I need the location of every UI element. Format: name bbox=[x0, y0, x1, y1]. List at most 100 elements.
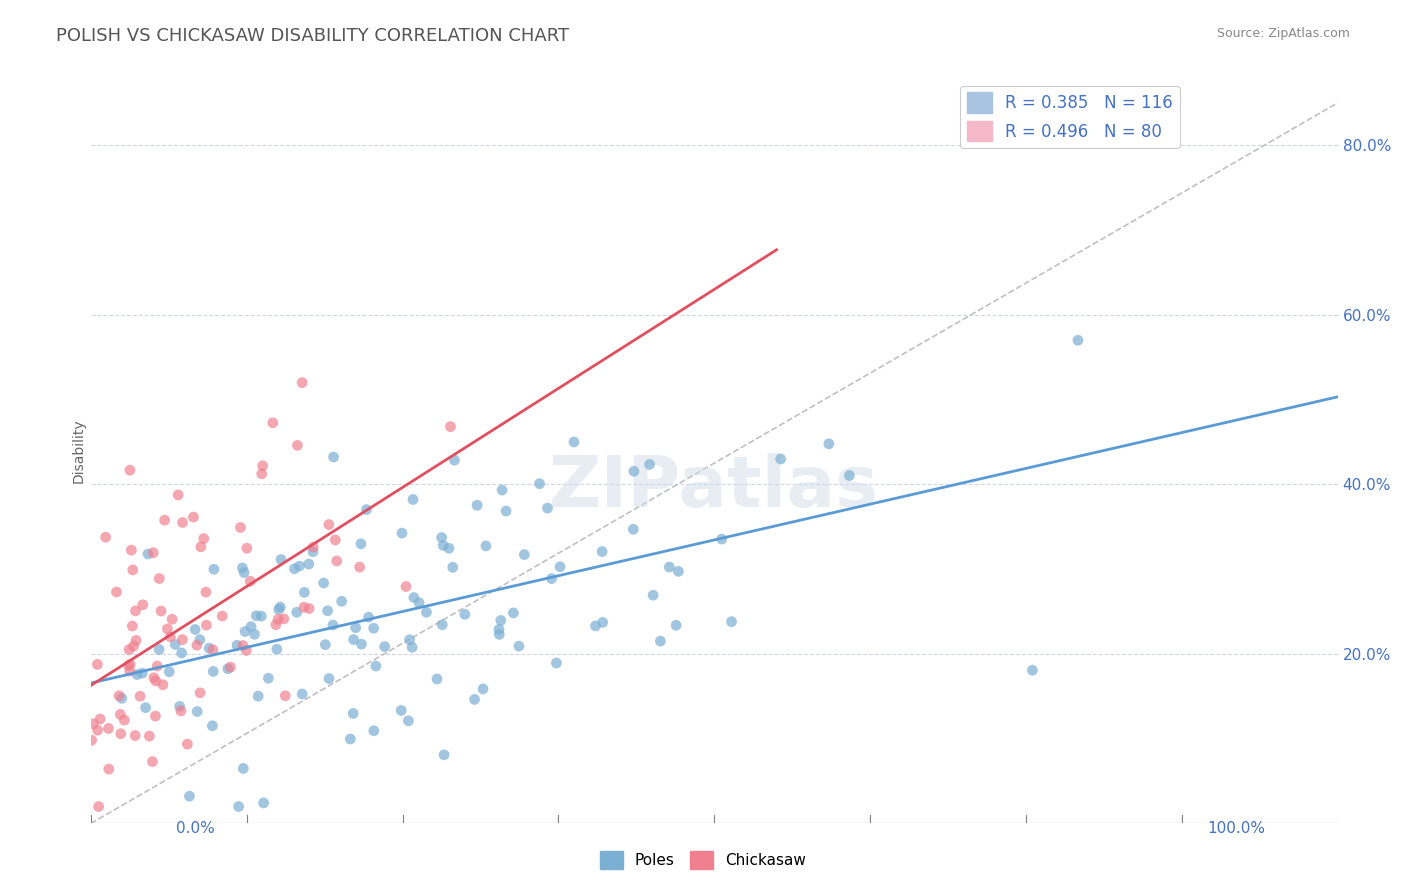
Point bbox=[548, 559, 571, 574]
Point bbox=[465, 498, 488, 512]
Point bbox=[141, 755, 163, 769]
Point bbox=[243, 627, 266, 641]
Point bbox=[433, 747, 456, 762]
Point bbox=[591, 544, 613, 558]
Point bbox=[396, 714, 419, 728]
Point bbox=[621, 522, 644, 536]
Point bbox=[475, 539, 498, 553]
Point bbox=[437, 541, 460, 556]
Point bbox=[170, 646, 193, 660]
Point bbox=[145, 709, 167, 723]
Point bbox=[121, 563, 143, 577]
Point bbox=[285, 605, 308, 619]
Point bbox=[172, 516, 194, 530]
Point bbox=[129, 690, 152, 704]
Point bbox=[239, 574, 262, 589]
Point bbox=[264, 617, 287, 632]
Point bbox=[142, 546, 165, 560]
Point bbox=[495, 504, 517, 518]
Point bbox=[322, 450, 344, 464]
Point bbox=[668, 565, 690, 579]
Point bbox=[415, 605, 437, 619]
Point bbox=[124, 729, 146, 743]
Point bbox=[430, 531, 453, 545]
Point bbox=[274, 689, 297, 703]
Point bbox=[121, 619, 143, 633]
Point bbox=[125, 633, 148, 648]
Point bbox=[357, 610, 380, 624]
Point bbox=[229, 520, 252, 534]
Point bbox=[623, 464, 645, 478]
Point bbox=[267, 612, 290, 626]
Point bbox=[540, 572, 562, 586]
Text: Source: ZipAtlas.com: Source: ZipAtlas.com bbox=[1216, 27, 1350, 40]
Point bbox=[89, 712, 111, 726]
Point bbox=[202, 665, 225, 679]
Point bbox=[122, 639, 145, 653]
Point bbox=[298, 557, 321, 571]
Point bbox=[157, 665, 180, 679]
Point bbox=[172, 632, 194, 647]
Point bbox=[402, 591, 425, 605]
Point bbox=[219, 660, 242, 674]
Point bbox=[201, 719, 224, 733]
Point bbox=[401, 640, 423, 655]
Text: 0.0%: 0.0% bbox=[176, 821, 215, 836]
Point bbox=[356, 502, 378, 516]
Point bbox=[363, 621, 385, 635]
Point bbox=[464, 692, 486, 706]
Point bbox=[105, 585, 128, 599]
Point bbox=[391, 526, 413, 541]
Point bbox=[302, 544, 325, 558]
Point bbox=[186, 638, 208, 652]
Point bbox=[1021, 663, 1043, 677]
Point bbox=[211, 609, 233, 624]
Point bbox=[489, 614, 512, 628]
Point bbox=[658, 560, 681, 574]
Point bbox=[292, 600, 315, 615]
Point bbox=[291, 376, 314, 390]
Point bbox=[316, 604, 339, 618]
Point bbox=[257, 671, 280, 685]
Point bbox=[148, 572, 170, 586]
Point bbox=[638, 458, 661, 472]
Text: ZIPatlas: ZIPatlas bbox=[550, 453, 879, 522]
Point bbox=[344, 621, 367, 635]
Point bbox=[236, 541, 259, 556]
Point bbox=[108, 689, 131, 703]
Point bbox=[1067, 333, 1090, 347]
Point bbox=[226, 638, 249, 652]
Point bbox=[118, 664, 141, 678]
Point bbox=[247, 689, 270, 703]
Point bbox=[283, 562, 305, 576]
Point bbox=[529, 476, 551, 491]
Point bbox=[232, 762, 254, 776]
Point bbox=[94, 530, 117, 544]
Point bbox=[262, 416, 284, 430]
Point bbox=[298, 601, 321, 615]
Point bbox=[408, 596, 430, 610]
Point bbox=[273, 612, 295, 626]
Point bbox=[312, 576, 335, 591]
Point bbox=[124, 604, 146, 618]
Point bbox=[838, 468, 860, 483]
Point bbox=[127, 667, 149, 681]
Point bbox=[592, 615, 614, 630]
Point bbox=[233, 566, 256, 580]
Point bbox=[145, 673, 167, 688]
Point bbox=[585, 619, 607, 633]
Point bbox=[97, 722, 120, 736]
Point bbox=[252, 796, 274, 810]
Point bbox=[228, 799, 250, 814]
Point bbox=[202, 562, 225, 576]
Point bbox=[288, 559, 311, 574]
Point bbox=[720, 615, 742, 629]
Point bbox=[250, 609, 273, 624]
Point bbox=[186, 705, 208, 719]
Point bbox=[179, 789, 201, 804]
Point bbox=[82, 716, 104, 731]
Point bbox=[818, 437, 841, 451]
Point bbox=[132, 598, 155, 612]
Point bbox=[117, 658, 139, 673]
Point bbox=[502, 606, 524, 620]
